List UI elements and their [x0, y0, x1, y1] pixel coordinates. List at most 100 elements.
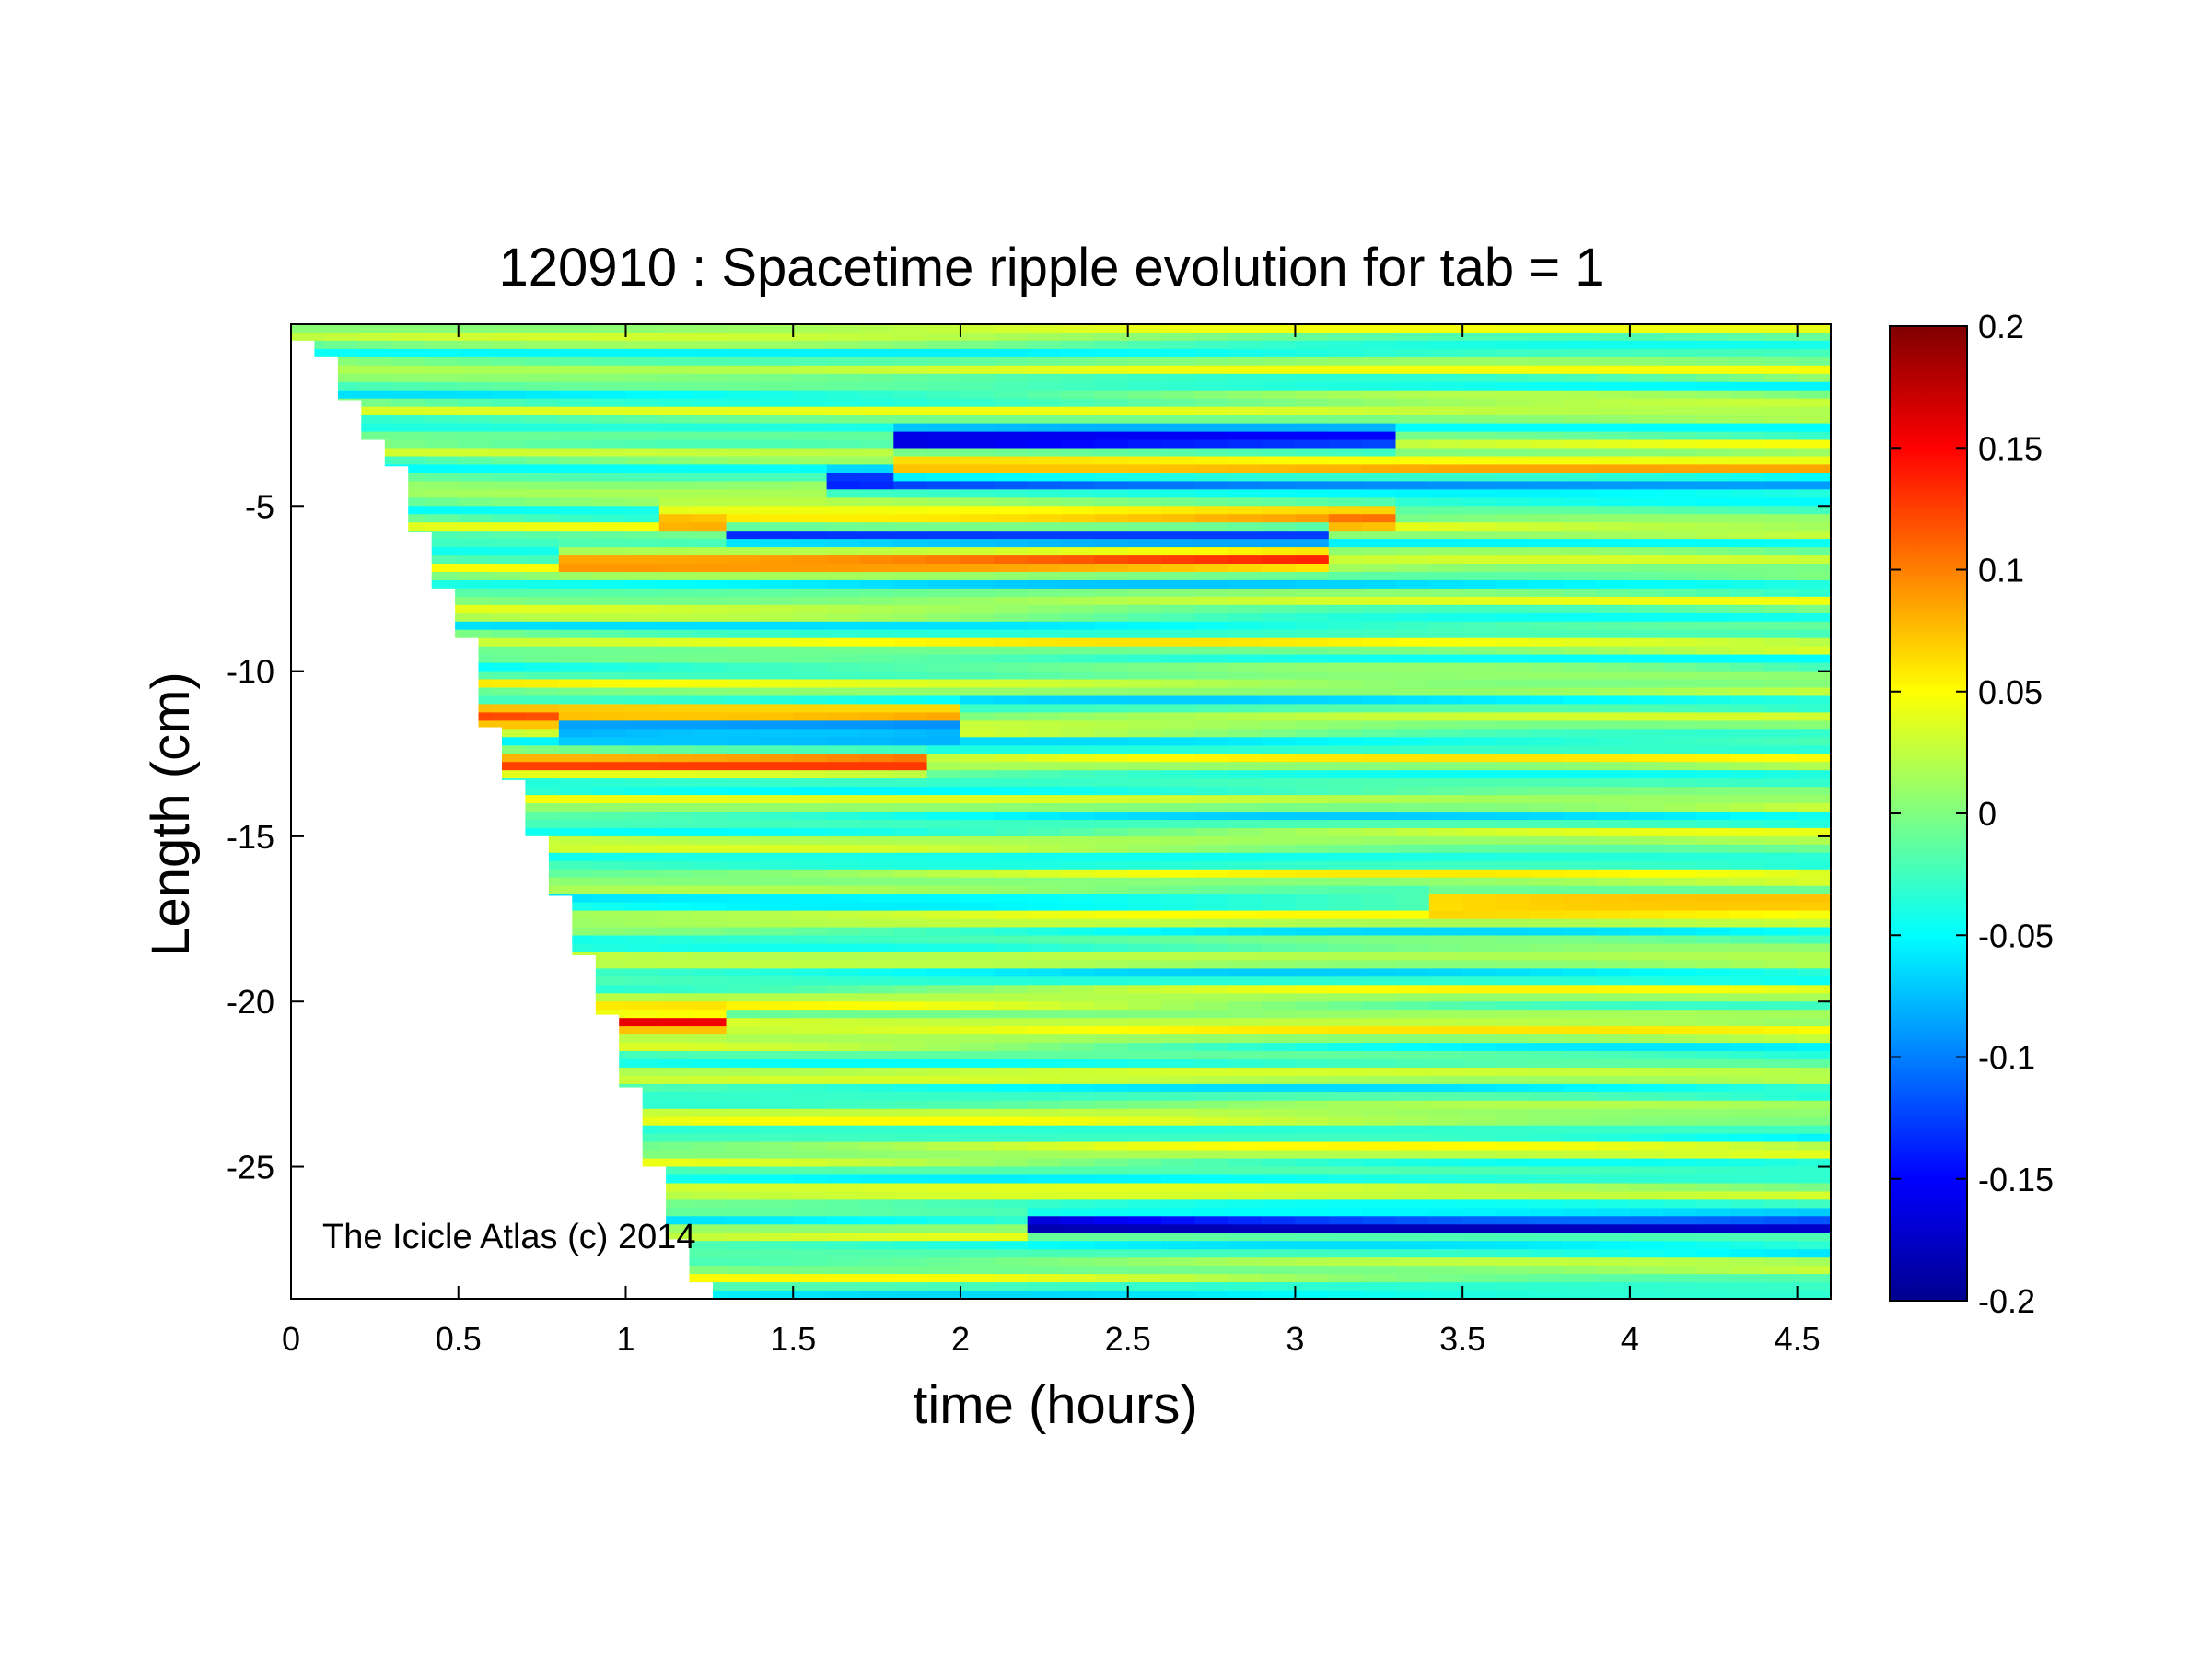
heatmap-cell: [625, 902, 660, 912]
heatmap-cell: [1395, 844, 1430, 854]
heatmap-cell: [994, 1191, 1029, 1201]
heatmap-cell: [693, 398, 728, 408]
heatmap-cell: [357, 348, 392, 358]
heatmap-cell: [793, 687, 828, 697]
heatmap-cell: [1295, 985, 1330, 995]
heatmap-cell: [994, 976, 1029, 987]
heatmap-cell: [558, 687, 593, 697]
heatmap-cell: [1529, 712, 1564, 722]
heatmap-cell: [926, 1083, 961, 1093]
heatmap-cell: [893, 497, 928, 508]
heatmap-cell: [926, 1150, 961, 1160]
heatmap-cell: [1262, 820, 1297, 829]
heatmap-cell: [1295, 803, 1330, 812]
heatmap-cell: [1563, 910, 1598, 920]
heatmap-cell: [926, 1116, 961, 1127]
heatmap-cell: [893, 662, 928, 672]
heatmap-cell: [1328, 795, 1363, 804]
heatmap-cell: [1629, 373, 1664, 383]
heatmap-cell: [1161, 671, 1196, 681]
heatmap-cell: [458, 588, 493, 598]
heatmap-cell: [1462, 637, 1497, 648]
heatmap-cell: [1194, 820, 1229, 829]
heatmap-cell: [1161, 1166, 1196, 1176]
heatmap-cell: [525, 729, 560, 739]
heatmap-cell: [759, 596, 794, 606]
heatmap-cell: [558, 621, 593, 631]
heatmap-cell: [1629, 646, 1664, 656]
heatmap-cell: [826, 604, 861, 614]
heatmap-cell: [1194, 373, 1229, 383]
heatmap-cell: [1094, 704, 1129, 714]
heatmap-cell: [693, 356, 728, 367]
heatmap-cell: [1027, 1083, 1062, 1093]
heatmap-cell: [1127, 1266, 1162, 1275]
heatmap-cell: [1629, 894, 1664, 904]
heatmap-cell: [893, 481, 928, 491]
heatmap-cell: [658, 324, 693, 333]
heatmap-cell: [1529, 877, 1564, 887]
heatmap-cell: [525, 762, 560, 771]
heatmap-cell: [1563, 572, 1598, 581]
heatmap-cell: [1428, 976, 1463, 987]
heatmap-cell: [1428, 1224, 1463, 1234]
heatmap-cell: [793, 1083, 828, 1093]
heatmap-cell: [1462, 390, 1497, 400]
heatmap-cell: [826, 704, 861, 714]
heatmap-cell: [1428, 737, 1463, 747]
heatmap-cell: [1395, 340, 1430, 350]
heatmap-cell: [1061, 852, 1096, 862]
heatmap-cell: [1529, 621, 1564, 631]
heatmap-cell: [926, 754, 961, 763]
heatmap-cell: [1262, 952, 1297, 962]
heatmap-cell: [759, 1266, 794, 1275]
heatmap-cell: [693, 1266, 728, 1275]
heatmap-cell: [926, 770, 961, 779]
heatmap-cell: [1061, 398, 1096, 408]
heatmap-cell: [1194, 1010, 1229, 1019]
heatmap-cell: [1262, 564, 1297, 573]
heatmap-cell: [994, 1100, 1029, 1110]
heatmap-cell: [1328, 1199, 1363, 1209]
heatmap-cell: [859, 960, 894, 970]
heatmap-cell: [1362, 1001, 1397, 1011]
heatmap-cell: [525, 637, 560, 648]
heatmap-cell: [1328, 1241, 1363, 1250]
heatmap-cell: [1262, 356, 1297, 367]
heatmap-cell: [859, 439, 894, 450]
heatmap-cell: [1094, 729, 1129, 739]
heatmap-cell: [1228, 1216, 1263, 1226]
heatmap-cell: [1061, 671, 1096, 681]
heatmap-cell: [1462, 985, 1497, 995]
heatmap-cell: [592, 812, 627, 821]
heatmap-cell: [592, 795, 627, 804]
heatmap-cell: [1027, 646, 1062, 656]
heatmap-cell: [1395, 1266, 1430, 1275]
heatmap-cell: [1362, 737, 1397, 747]
heatmap-cell: [592, 1010, 627, 1019]
heatmap-cell: [1529, 572, 1564, 581]
heatmap-cell: [492, 415, 527, 425]
heatmap-cell: [1328, 415, 1363, 425]
heatmap-cell: [1328, 464, 1363, 474]
heatmap-cell: [1663, 1249, 1698, 1258]
heatmap-cell: [1228, 827, 1263, 837]
heatmap-cell: [1127, 1010, 1162, 1019]
heatmap-cell: [1529, 762, 1564, 771]
heatmap-cell: [893, 869, 928, 879]
heatmap-cell: [726, 927, 761, 937]
heatmap-cell: [994, 1257, 1029, 1267]
heatmap-cell: [1362, 1018, 1397, 1027]
heatmap-cell: [826, 737, 861, 747]
heatmap-cell: [726, 712, 761, 722]
heatmap-cell: [994, 712, 1029, 722]
heatmap-cell: [1395, 745, 1430, 755]
heatmap-cell: [793, 770, 828, 779]
heatmap-cell: [1462, 952, 1497, 962]
heatmap-cell: [1194, 1034, 1229, 1044]
heatmap-cell: [926, 473, 961, 483]
heatmap-cell: [1027, 993, 1062, 1003]
heatmap-cell: [1529, 646, 1564, 656]
heatmap-cell: [1262, 1158, 1297, 1168]
heatmap-cell: [859, 613, 894, 623]
